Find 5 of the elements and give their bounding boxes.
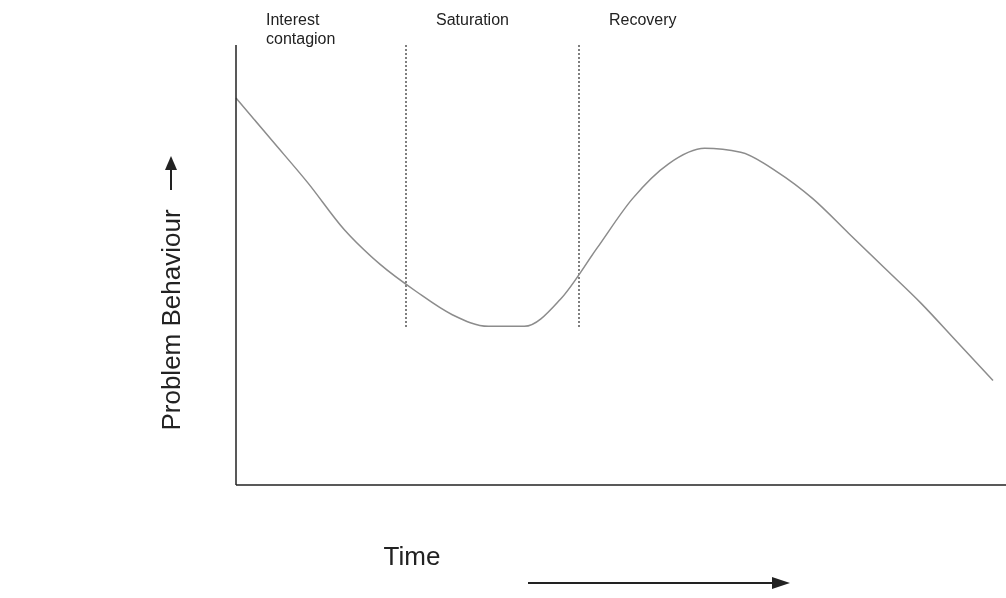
text: Interest contagion xyxy=(266,11,336,47)
text: Saturation xyxy=(436,11,509,28)
x-axis-title: Time xyxy=(383,541,441,571)
y-axis-title: Problem Behaviour xyxy=(156,209,186,431)
text: Recovery xyxy=(609,11,677,28)
